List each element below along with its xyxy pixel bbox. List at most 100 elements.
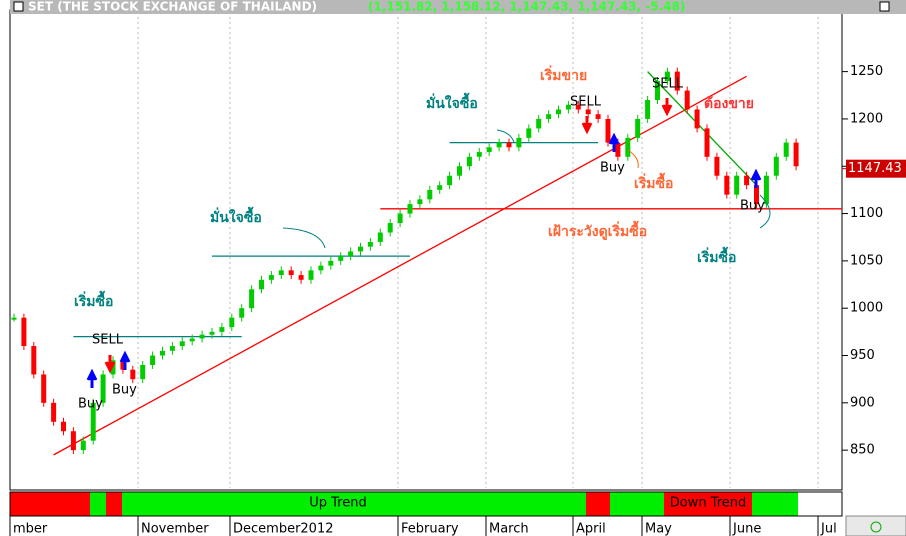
candle <box>318 265 324 271</box>
trend-segment <box>610 492 664 516</box>
candle <box>516 137 522 148</box>
candle <box>625 137 631 157</box>
candle <box>298 275 304 280</box>
candle <box>526 128 532 138</box>
candle <box>377 232 383 242</box>
candle <box>100 374 106 403</box>
y-tick-label: 1100 <box>850 206 883 221</box>
window-button[interactable] <box>879 1 890 12</box>
x-tick-label: December2012 <box>233 522 334 536</box>
trend-segment <box>664 492 752 516</box>
candle <box>565 104 571 110</box>
candle <box>229 317 235 328</box>
candle <box>11 317 17 320</box>
candle <box>179 341 185 347</box>
y-tick-label: 900 <box>850 395 875 410</box>
plot-frame <box>9 9 843 491</box>
last-price-box <box>846 159 906 178</box>
candle <box>160 350 165 356</box>
y-tick-label: 950 <box>850 348 875 363</box>
trend-label: Up Trend <box>309 496 366 511</box>
x-tick-label: April <box>576 522 606 536</box>
candle <box>655 81 660 101</box>
candle <box>417 199 423 205</box>
candle <box>457 166 462 176</box>
trend-segment <box>10 492 90 516</box>
candle <box>367 241 373 247</box>
annotation: SELL <box>570 95 602 110</box>
candle <box>31 346 37 375</box>
candle <box>41 374 47 403</box>
x-tick-label: March <box>489 522 529 536</box>
candle <box>734 175 740 195</box>
x-tick-label: Jul <box>820 522 837 536</box>
trend-segment <box>90 492 106 516</box>
candle <box>605 118 611 143</box>
trend-frame <box>9 491 843 517</box>
annotation: เริ่มซื้อ <box>697 246 736 266</box>
candle <box>773 156 779 176</box>
candle <box>61 421 66 432</box>
annotation: เริ่มซื้อ <box>74 290 113 310</box>
candle <box>169 346 175 351</box>
annotation: ต้องขาย <box>704 96 754 112</box>
pointer <box>627 149 639 169</box>
candle <box>447 175 453 186</box>
candle <box>308 270 314 280</box>
annotation: SELL <box>92 333 124 348</box>
candle <box>595 114 601 119</box>
candle <box>754 185 759 205</box>
candle <box>387 223 393 233</box>
candle <box>120 360 126 370</box>
candle <box>496 142 502 148</box>
candle <box>130 369 136 380</box>
chart-subtitle: (1,151.82, 1,158.12, 1,147.43, 1,147.43,… <box>368 0 685 14</box>
candle <box>358 246 363 252</box>
candle <box>348 251 354 257</box>
title-bar <box>10 0 906 14</box>
candle <box>704 128 710 157</box>
trend-segment <box>122 492 586 516</box>
candle <box>249 289 255 309</box>
trend-segment <box>106 492 122 516</box>
candle <box>70 431 76 451</box>
annotation: มั่นใจซื้อ <box>426 92 478 112</box>
candle <box>575 104 581 110</box>
annotation: SELL <box>652 77 684 92</box>
sell-arrow <box>104 355 116 374</box>
annotation: เริ่มขาย <box>540 65 587 84</box>
candle <box>278 270 284 276</box>
sell-arrow <box>581 116 593 135</box>
candle <box>793 142 799 167</box>
candle <box>407 204 413 214</box>
candle <box>714 156 720 176</box>
candle <box>744 175 750 186</box>
annotation: มั่นใจซื้อ <box>210 206 262 226</box>
buy-arrow <box>750 168 762 188</box>
candle <box>694 109 700 129</box>
annotation: Buy <box>600 161 625 176</box>
candle <box>219 327 225 332</box>
trend-bar: Up Trend Down Trend <box>9 491 843 517</box>
annotation: Buy <box>78 397 103 412</box>
sell-arrow <box>661 98 673 117</box>
candle <box>615 142 621 157</box>
candle <box>150 355 156 365</box>
x-tick-label: June <box>732 522 761 536</box>
y-tick-label: 850 <box>850 443 875 458</box>
trend-label: Down Trend <box>670 496 747 511</box>
pointer <box>282 227 326 249</box>
candle <box>288 270 294 276</box>
buy-arrow <box>86 368 98 388</box>
status-icon <box>870 521 882 533</box>
candle <box>338 256 344 261</box>
candle <box>199 334 205 339</box>
annotation: Buy <box>740 199 765 214</box>
candle <box>724 175 730 195</box>
candle <box>763 175 769 205</box>
candle <box>664 71 670 82</box>
status-button[interactable] <box>845 515 906 536</box>
pointer <box>496 129 515 143</box>
candle <box>80 440 86 451</box>
